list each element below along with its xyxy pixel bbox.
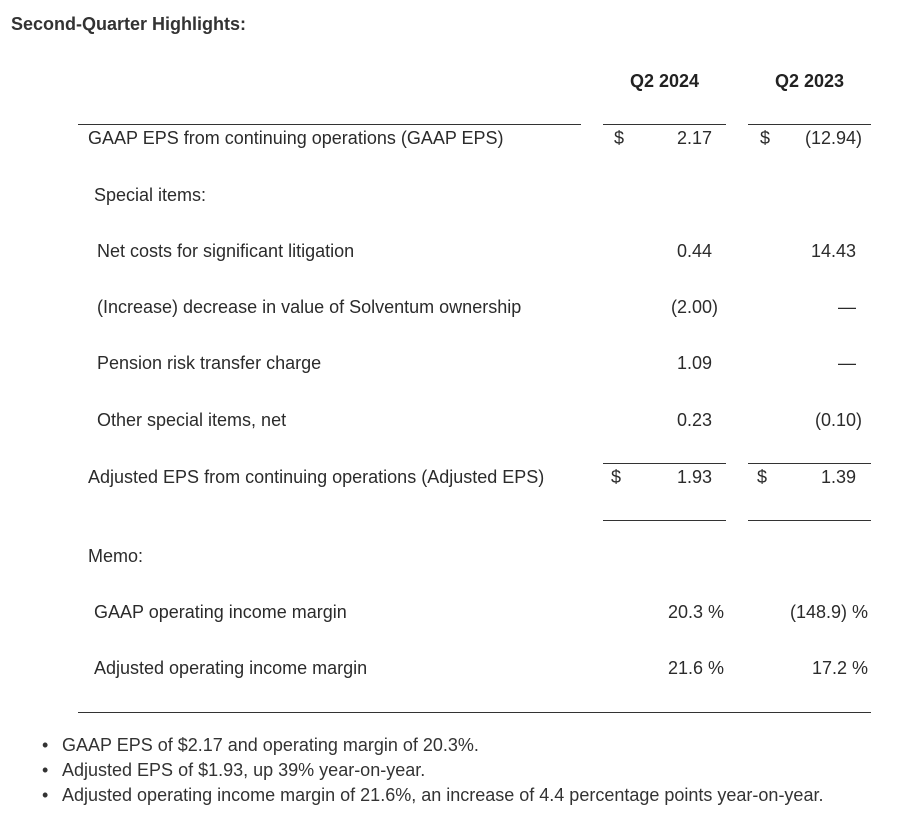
highlight-text: Adjusted EPS of $1.93, up 39% year-on-ye… bbox=[62, 760, 426, 780]
bullet-icon: • bbox=[42, 785, 49, 805]
value-solventum-q2-2023: — bbox=[838, 297, 856, 317]
row-label-special-items: Special items: bbox=[94, 185, 207, 205]
value-adjusted-margin-q2-2024: 21.6 % bbox=[667, 658, 724, 678]
total-rule-q2-2023 bbox=[748, 520, 871, 521]
row-label-other-special: Other special items, net bbox=[97, 410, 287, 430]
subtotal-rule-q2-2023 bbox=[748, 463, 871, 464]
row-label-solventum: (Increase) decrease in value of Solventu… bbox=[97, 297, 522, 317]
highlights-list: • GAAP EPS of $2.17 and operating margin … bbox=[42, 733, 823, 808]
row-label-adjusted-eps: Adjusted EPS from continuing operations … bbox=[88, 467, 545, 487]
section-title: Second-Quarter Highlights: bbox=[11, 14, 247, 34]
value-adjusted-eps-q2-2024: 1.93 bbox=[676, 467, 712, 487]
currency-symbol: $ bbox=[611, 467, 622, 487]
row-label-adjusted-margin: Adjusted operating income margin bbox=[94, 658, 368, 678]
row-label-pension: Pension risk transfer charge bbox=[97, 353, 322, 373]
highlight-item: • GAAP EPS of $2.17 and operating margin … bbox=[42, 733, 823, 758]
highlight-text: Adjusted operating income margin of 21.6… bbox=[62, 785, 824, 805]
currency-symbol: $ bbox=[614, 128, 625, 148]
header-rule-q2-2024 bbox=[603, 124, 726, 125]
header-rule-q2-2023 bbox=[748, 124, 871, 125]
column-header-q2-2023: Q2 2023 bbox=[774, 71, 845, 91]
value-litigation-q2-2024: 0.44 bbox=[676, 241, 712, 261]
row-label-litigation: Net costs for significant litigation bbox=[97, 241, 355, 261]
currency-symbol: $ bbox=[757, 467, 768, 487]
header-rule-label bbox=[78, 124, 581, 125]
subtotal-rule-q2-2024 bbox=[603, 463, 726, 464]
value-pension-q2-2024: 1.09 bbox=[676, 353, 712, 373]
value-gaap-eps-q2-2024: 2.17 bbox=[676, 128, 712, 148]
currency-symbol: $ bbox=[760, 128, 771, 148]
value-pension-q2-2023: — bbox=[838, 353, 856, 373]
value-adjusted-margin-q2-2023: 17.2 % bbox=[811, 658, 868, 678]
value-gaap-eps-q2-2023: (12.94) bbox=[804, 128, 862, 148]
value-gaap-margin-q2-2023: (148.9) % bbox=[789, 602, 868, 622]
bullet-icon: • bbox=[42, 760, 49, 780]
highlight-text: GAAP EPS of $2.17 and operating margin o… bbox=[62, 735, 479, 755]
memo-label: Memo: bbox=[88, 546, 144, 566]
total-rule-q2-2024 bbox=[603, 520, 726, 521]
table-bottom-rule bbox=[78, 712, 871, 713]
bullet-icon: • bbox=[42, 735, 49, 755]
value-litigation-q2-2023: 14.43 bbox=[810, 241, 856, 261]
row-label-gaap-margin: GAAP operating income margin bbox=[94, 602, 347, 622]
row-label-gaap-eps: GAAP EPS from continuing operations (GAA… bbox=[88, 128, 504, 148]
highlight-item: • Adjusted EPS of $1.93, up 39% year-on-y… bbox=[42, 758, 823, 783]
value-other-special-q2-2024: 0.23 bbox=[676, 410, 712, 430]
highlight-item: • Adjusted operating income margin of 21.… bbox=[42, 783, 823, 808]
value-gaap-margin-q2-2024: 20.3 % bbox=[667, 602, 724, 622]
value-other-special-q2-2023: (0.10) bbox=[814, 410, 862, 430]
column-header-q2-2024: Q2 2024 bbox=[629, 71, 700, 91]
value-adjusted-eps-q2-2023: 1.39 bbox=[820, 467, 856, 487]
value-solventum-q2-2024: (2.00) bbox=[670, 297, 718, 317]
